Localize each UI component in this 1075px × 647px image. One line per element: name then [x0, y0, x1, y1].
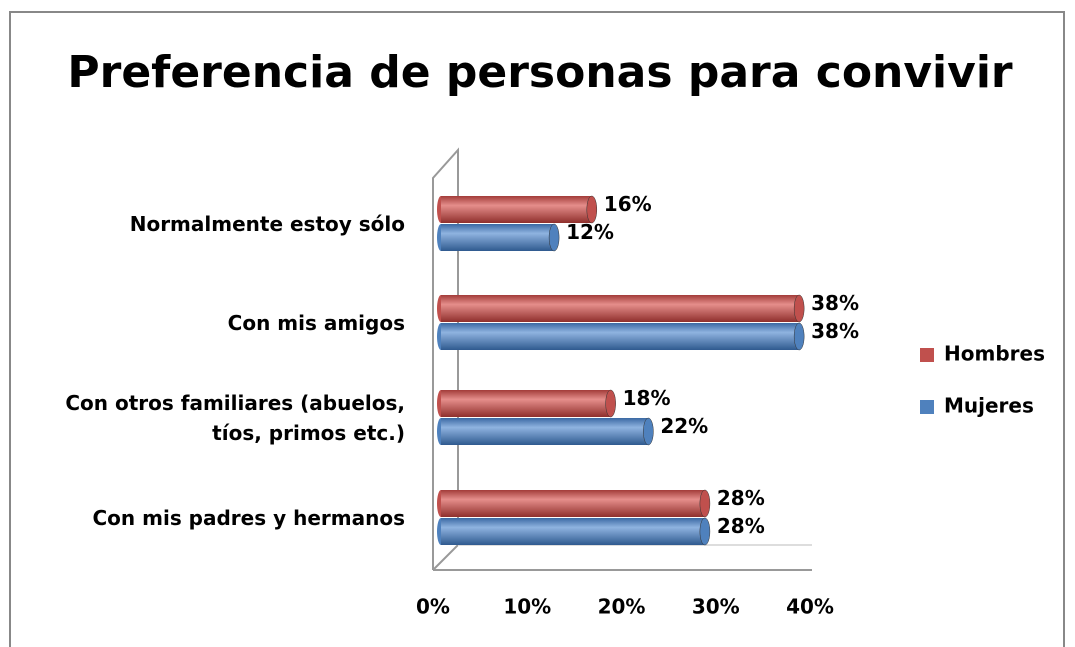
bar-cap — [699, 517, 711, 546]
bar-cap — [793, 322, 805, 351]
bar — [441, 490, 705, 517]
legend-swatch — [920, 400, 934, 414]
bar — [441, 196, 592, 223]
bar-cap — [605, 389, 616, 418]
bar — [441, 418, 649, 445]
bar — [441, 323, 800, 350]
bar-cap — [699, 489, 711, 518]
x-tick-label: 40% — [786, 595, 834, 619]
bar-cap — [548, 223, 560, 252]
bar-cap — [793, 294, 805, 323]
legend-label: Mujeres — [944, 394, 1034, 418]
chart-border — [9, 11, 1065, 647]
x-tick-label: 0% — [416, 595, 450, 619]
value-label: 38% — [811, 291, 859, 315]
bar — [441, 224, 555, 251]
x-tick-label: 30% — [692, 595, 740, 619]
legend-swatch — [920, 348, 934, 362]
y-tick-label: Normalmente estoy sólo — [129, 212, 405, 236]
bar — [441, 390, 611, 417]
legend-label: Hombres — [944, 342, 1045, 366]
x-tick-label: 10% — [503, 595, 551, 619]
value-label: 18% — [623, 386, 671, 410]
y-tick-label: Con mis amigos — [227, 311, 405, 335]
value-label: 16% — [604, 192, 652, 216]
y-tick-label: Con otros familiares (abuelos, tíos, pri… — [65, 391, 405, 445]
value-label: 28% — [717, 514, 765, 538]
value-label: 12% — [566, 220, 614, 244]
bar-cap — [643, 417, 654, 446]
y-tick-label: Con mis padres y hermanos — [92, 506, 406, 530]
value-label: 28% — [717, 486, 765, 510]
bar-cap — [586, 195, 598, 224]
value-label: 38% — [811, 319, 859, 343]
bar — [441, 518, 705, 545]
chart-title: Preferencia de personas para convivir — [67, 47, 1013, 98]
x-tick-label: 20% — [598, 595, 646, 619]
value-label: 22% — [660, 414, 708, 438]
bar — [441, 295, 800, 322]
